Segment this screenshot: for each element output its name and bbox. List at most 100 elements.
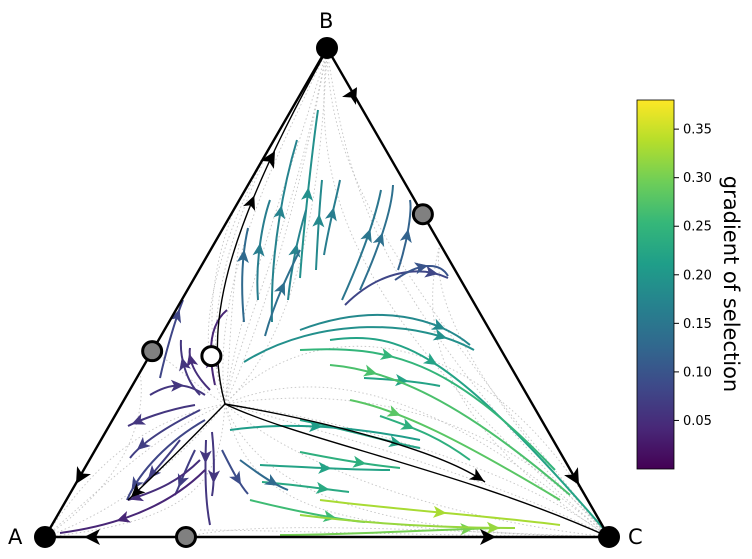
streamline-arrow (312, 213, 325, 228)
streamline-arrow (422, 352, 438, 366)
streamline-arrow (136, 436, 151, 451)
fixed-point-saddle (175, 526, 197, 548)
background-trajectory (224, 403, 609, 537)
streamline (129, 409, 201, 459)
edge-arrow (76, 466, 91, 484)
streamline-arrow (432, 505, 447, 518)
streamline (379, 415, 471, 461)
streamline-arrow (424, 265, 439, 278)
background-trajectory (224, 345, 609, 537)
streamline-arrow (372, 232, 385, 247)
streamline-arrow (379, 348, 395, 360)
streamline (270, 139, 298, 323)
streamline-arrow (400, 418, 415, 430)
background-trajectory (186, 527, 609, 537)
background-trajectories (45, 49, 609, 537)
streamline-arrow (308, 420, 323, 433)
background-trajectory (207, 49, 328, 405)
streamline-arrow (252, 242, 265, 257)
colorbar-title: gradient of selection (719, 176, 743, 392)
fixed-point-stable (598, 526, 620, 548)
background-trajectory (326, 49, 609, 537)
streamline-arrow (207, 470, 220, 484)
fixed-points (34, 37, 620, 548)
streamline-arrow (386, 405, 401, 417)
streamline-arrow (399, 228, 412, 244)
streamline (239, 459, 289, 491)
colorbar-ticks: 0.05 0.10 0.15 0.20 0.25 0.30 0.35 (674, 123, 712, 429)
streamline (394, 264, 449, 281)
separatrix (224, 403, 610, 538)
background-trajectory (224, 403, 609, 537)
streamline-arrow (360, 228, 372, 244)
edge-arrow (480, 529, 496, 545)
streamline (159, 299, 184, 379)
background-trajectory (224, 386, 609, 537)
separatrix-arrow (242, 195, 256, 211)
colorbar: 0.05 0.10 0.15 0.20 0.25 0.30 0.35 gradient of… (636, 99, 743, 470)
streamline (188, 347, 211, 391)
background-trajectory (45, 403, 226, 537)
background-trajectory (45, 371, 142, 537)
background-trajectory (224, 397, 609, 537)
colorbar-tick-label: 0.15 (683, 317, 712, 332)
fixed-point-stable (316, 37, 338, 59)
streamline (397, 199, 412, 271)
background-trajectory (211, 49, 328, 405)
streamline (329, 364, 571, 496)
streamline-arrow (315, 481, 330, 494)
streamline (211, 431, 215, 497)
separatrix-arrow (468, 468, 485, 482)
streamline (259, 464, 391, 471)
streamline-arrow (273, 205, 286, 220)
fixed-point-saddle (141, 340, 164, 363)
background-trajectory (45, 403, 226, 537)
streamline-arrow (318, 461, 332, 474)
streamline-arrow (432, 328, 448, 341)
colorbar-tick-label: 0.35 (683, 123, 712, 138)
streamline-arrow (486, 521, 501, 534)
fixed-point-saddle (411, 203, 434, 226)
streamline-arrow (229, 470, 242, 486)
background-trajectory (326, 49, 609, 537)
colorbar-tick-label: 0.30 (683, 171, 712, 186)
colorbar-tick-label: 0.20 (683, 268, 712, 283)
streamline-arrow (395, 374, 409, 387)
colorbar-tick-label: 0.05 (683, 414, 712, 429)
background-trajectory (224, 403, 609, 537)
edge-arrows (76, 87, 579, 545)
edge-arrow (260, 151, 275, 169)
streamline (209, 309, 228, 386)
separatrices (127, 49, 610, 538)
streamline (341, 189, 382, 301)
streamline (229, 424, 421, 441)
separatrix-arrow (130, 482, 146, 498)
streamline (241, 227, 249, 323)
streamline (349, 399, 561, 501)
streamline-arrow (116, 511, 131, 523)
edge-arrow (342, 87, 357, 105)
streamline-arrow (388, 435, 403, 448)
background-trajectory (215, 49, 328, 405)
streamline (256, 199, 271, 301)
streamline-arrow (352, 455, 367, 468)
streamline (142, 439, 181, 486)
streamline-arrow (431, 318, 446, 330)
streamline-arrow (414, 262, 429, 275)
streamline-arrow (301, 187, 314, 202)
streamline-arrow (131, 413, 147, 425)
background-trajectory (224, 49, 328, 405)
background-trajectory (45, 403, 226, 537)
streamline (59, 469, 206, 534)
background-trajectory (432, 243, 609, 537)
background-trajectory (224, 243, 240, 405)
separatrix (224, 403, 486, 483)
streamline (359, 184, 394, 291)
vertex-label-a: A (8, 525, 23, 549)
streamline (243, 326, 475, 363)
streamline (299, 313, 471, 346)
streamline (221, 449, 249, 495)
edge-arrow (564, 467, 579, 485)
streamline-arrow (199, 450, 212, 464)
